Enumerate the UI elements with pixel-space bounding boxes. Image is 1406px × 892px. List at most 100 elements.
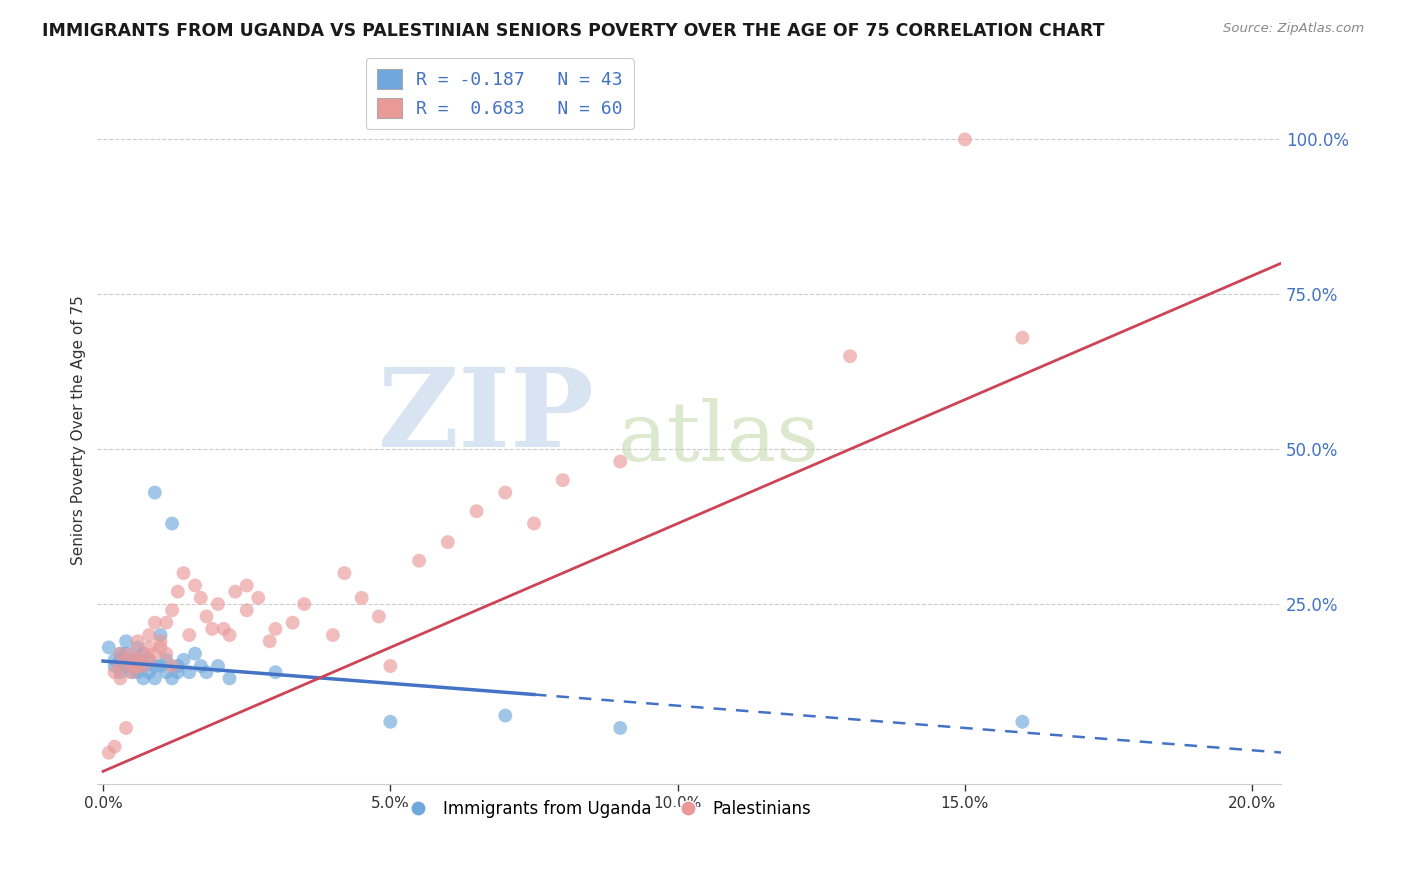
Point [121, 659, 143, 673]
Point [115, 659, 138, 673]
Point [132, 659, 155, 673]
Point [143, 485, 166, 500]
Point [1011, 331, 1033, 345]
Point [494, 708, 516, 723]
Point [160, 603, 183, 617]
Point [408, 554, 430, 568]
Point [132, 672, 155, 686]
Point [264, 622, 287, 636]
Point [166, 659, 188, 673]
Point [155, 653, 177, 667]
Point [201, 622, 224, 636]
Point [173, 566, 195, 580]
Point [160, 516, 183, 531]
Point [264, 665, 287, 680]
Point [195, 609, 218, 624]
Point [110, 672, 132, 686]
Point [132, 647, 155, 661]
Point [149, 628, 172, 642]
Point [115, 647, 138, 661]
Point [494, 485, 516, 500]
Point [1011, 714, 1033, 729]
Point [115, 721, 138, 735]
Point [465, 504, 488, 518]
Point [138, 653, 160, 667]
Point [127, 653, 149, 667]
Point [292, 597, 315, 611]
Point [149, 659, 172, 673]
Point [953, 132, 976, 146]
Point [115, 653, 138, 667]
Point [143, 659, 166, 673]
Point [97, 640, 120, 655]
Point [110, 659, 132, 673]
Point [166, 665, 188, 680]
Point [127, 653, 149, 667]
Point [121, 653, 143, 667]
Point [143, 647, 166, 661]
Point [127, 640, 149, 655]
Point [609, 454, 631, 468]
Point [132, 659, 155, 673]
Point [380, 659, 402, 673]
Point [121, 647, 143, 661]
Point [110, 653, 132, 667]
Point [190, 591, 212, 605]
Point [160, 659, 183, 673]
Point [218, 628, 240, 642]
Point [437, 535, 460, 549]
Point [523, 516, 546, 531]
Text: Source: ZipAtlas.com: Source: ZipAtlas.com [1223, 22, 1364, 36]
Point [195, 665, 218, 680]
Point [235, 603, 257, 617]
Legend: Immigrants from Uganda, Palestinians: Immigrants from Uganda, Palestinians [394, 794, 818, 825]
Point [551, 473, 574, 487]
Point [367, 609, 389, 624]
Point [173, 653, 195, 667]
Point [207, 597, 229, 611]
Point [138, 665, 160, 680]
Point [179, 665, 201, 680]
Point [350, 591, 373, 605]
Point [166, 584, 188, 599]
Text: atlas: atlas [619, 398, 820, 477]
Point [380, 714, 402, 729]
Y-axis label: Seniors Poverty Over the Age of 75: Seniors Poverty Over the Age of 75 [72, 296, 86, 566]
Point [138, 653, 160, 667]
Text: IMMIGRANTS FROM UGANDA VS PALESTINIAN SENIORS POVERTY OVER THE AGE OF 75 CORRELA: IMMIGRANTS FROM UGANDA VS PALESTINIAN SE… [42, 22, 1105, 40]
Point [149, 634, 172, 648]
Point [103, 665, 125, 680]
Point [190, 659, 212, 673]
Point [609, 721, 631, 735]
Point [132, 647, 155, 661]
Point [224, 584, 246, 599]
Point [281, 615, 304, 630]
Point [218, 672, 240, 686]
Point [110, 647, 132, 661]
Point [207, 659, 229, 673]
Point [121, 665, 143, 680]
Point [184, 578, 207, 592]
Point [247, 591, 270, 605]
Point [127, 659, 149, 673]
Point [110, 665, 132, 680]
Point [212, 622, 235, 636]
Point [103, 659, 125, 673]
Point [127, 665, 149, 680]
Point [103, 653, 125, 667]
Point [127, 634, 149, 648]
Point [155, 615, 177, 630]
Point [160, 672, 183, 686]
Point [155, 647, 177, 661]
Point [259, 634, 281, 648]
Point [138, 640, 160, 655]
Point [143, 672, 166, 686]
Point [184, 647, 207, 661]
Point [143, 615, 166, 630]
Point [110, 647, 132, 661]
Point [97, 746, 120, 760]
Point [103, 739, 125, 754]
Point [138, 628, 160, 642]
Point [121, 665, 143, 680]
Point [149, 640, 172, 655]
